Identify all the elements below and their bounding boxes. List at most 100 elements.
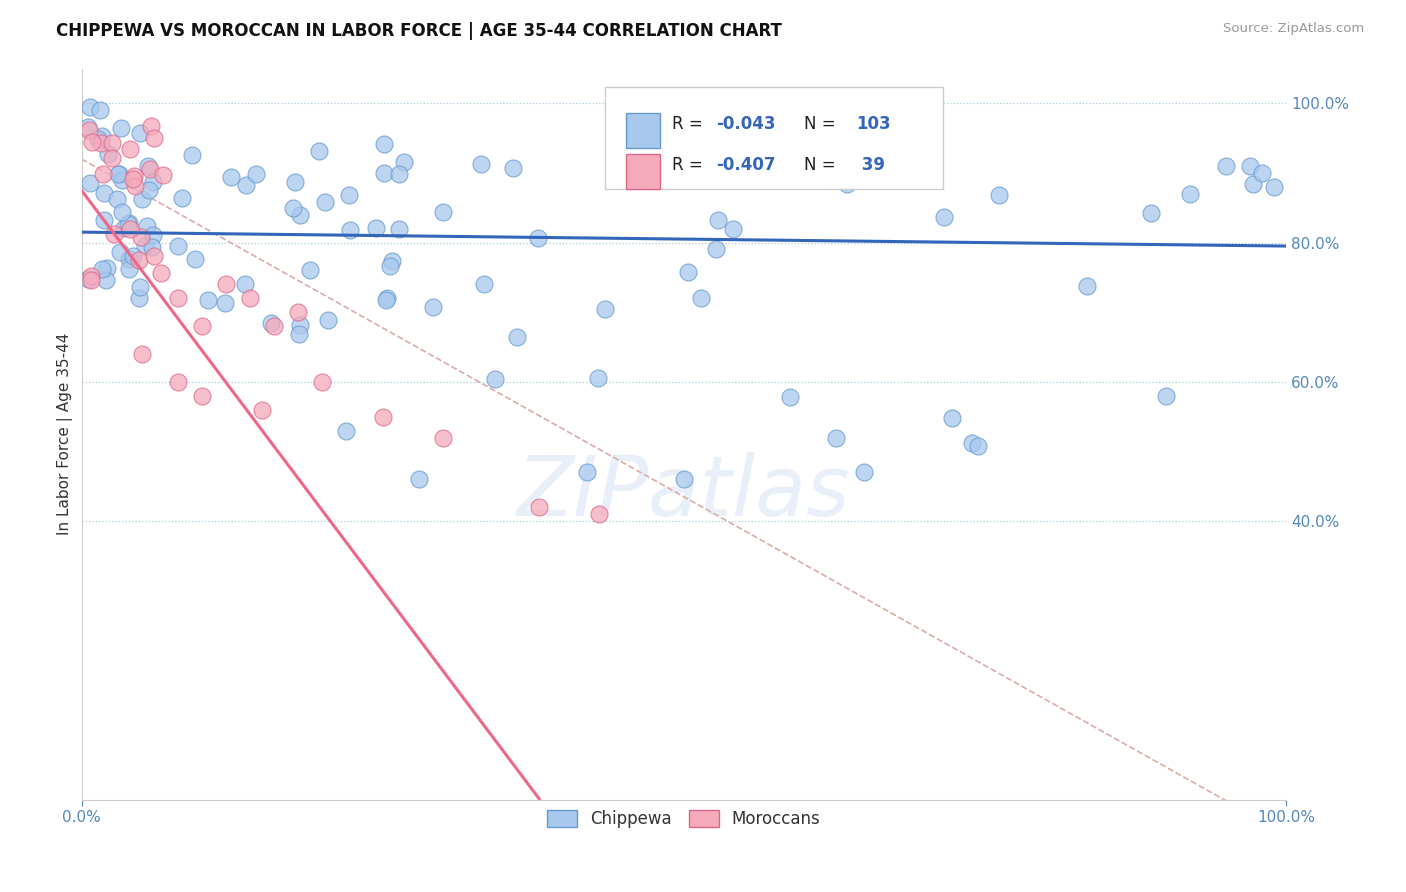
Point — [308, 144, 330, 158]
Point — [118, 142, 141, 156]
Point — [298, 262, 321, 277]
Text: -0.043: -0.043 — [716, 115, 776, 133]
Point — [288, 318, 311, 333]
Point — [239, 291, 262, 305]
Text: -0.407: -0.407 — [716, 155, 776, 174]
Point — [129, 230, 152, 244]
Point — [288, 208, 311, 222]
Point — [191, 319, 214, 334]
Point — [388, 167, 411, 181]
Point — [962, 435, 984, 450]
Point — [392, 155, 415, 169]
Point — [139, 119, 162, 133]
Point — [484, 372, 506, 386]
Point — [470, 157, 492, 171]
Point — [77, 120, 100, 134]
Text: N =: N = — [804, 115, 841, 133]
Point — [690, 292, 713, 306]
Point — [704, 243, 727, 257]
Point — [142, 250, 165, 264]
Point — [381, 254, 404, 268]
Point — [1140, 206, 1163, 220]
Point — [250, 402, 273, 417]
Text: 103: 103 — [856, 115, 890, 133]
Point — [245, 167, 267, 181]
Point — [110, 205, 132, 219]
Point — [93, 186, 115, 200]
Point — [97, 146, 120, 161]
Point — [150, 266, 173, 280]
Point — [122, 249, 145, 263]
Point — [215, 277, 238, 292]
Point — [987, 187, 1010, 202]
Point — [235, 178, 257, 192]
Point — [124, 179, 146, 194]
Point — [707, 212, 730, 227]
Point — [588, 507, 610, 521]
Point — [779, 390, 801, 404]
Point — [180, 148, 202, 162]
Point — [167, 291, 190, 305]
Point — [167, 238, 190, 252]
Point — [934, 210, 956, 224]
Point — [408, 472, 430, 486]
Point — [1250, 166, 1272, 180]
Point — [337, 188, 360, 202]
Point — [152, 168, 174, 182]
Point — [107, 167, 129, 181]
Point — [110, 244, 132, 259]
Point — [93, 212, 115, 227]
Point — [373, 166, 395, 180]
Point — [128, 291, 150, 305]
Point — [502, 161, 524, 176]
Point — [139, 162, 162, 177]
Text: 39: 39 — [856, 155, 884, 174]
Point — [853, 465, 876, 479]
Point — [79, 269, 101, 284]
Point — [287, 305, 309, 319]
Text: CHIPPEWA VS MOROCCAN IN LABOR FORCE | AGE 35-44 CORRELATION CHART: CHIPPEWA VS MOROCCAN IN LABOR FORCE | AG… — [56, 22, 782, 40]
Legend: Chippewa, Moroccans: Chippewa, Moroccans — [540, 804, 827, 835]
Point — [170, 191, 193, 205]
Point — [335, 424, 357, 438]
Point — [432, 430, 454, 444]
Point — [835, 178, 858, 192]
Point — [941, 411, 963, 425]
Point — [283, 201, 305, 215]
Point — [96, 261, 118, 276]
Point — [129, 126, 152, 140]
Point — [101, 151, 124, 165]
Point — [474, 277, 496, 292]
Point — [77, 123, 100, 137]
Point — [79, 272, 101, 286]
Point — [87, 132, 110, 146]
Point — [378, 259, 401, 273]
Point — [90, 136, 112, 150]
Point — [526, 231, 548, 245]
Point — [111, 173, 134, 187]
Point — [260, 317, 283, 331]
Point — [91, 129, 114, 144]
Point — [388, 221, 411, 235]
Point — [311, 375, 333, 389]
Point — [118, 216, 141, 230]
Point — [666, 168, 689, 182]
Point — [219, 169, 242, 184]
Text: R =: R = — [672, 155, 707, 174]
Point — [136, 219, 159, 234]
Point — [89, 103, 111, 117]
Point — [143, 130, 166, 145]
Text: ZIPatlas: ZIPatlas — [517, 452, 851, 533]
Point — [112, 220, 135, 235]
Point — [1241, 177, 1264, 191]
Point — [233, 277, 256, 291]
Y-axis label: In Labor Force | Age 35-44: In Labor Force | Age 35-44 — [58, 333, 73, 535]
Point — [505, 330, 527, 344]
Point — [103, 227, 125, 242]
Point — [284, 175, 307, 189]
Point — [167, 375, 190, 389]
Point — [824, 431, 846, 445]
Bar — [626, 112, 659, 148]
Point — [142, 175, 165, 189]
FancyBboxPatch shape — [606, 87, 942, 189]
